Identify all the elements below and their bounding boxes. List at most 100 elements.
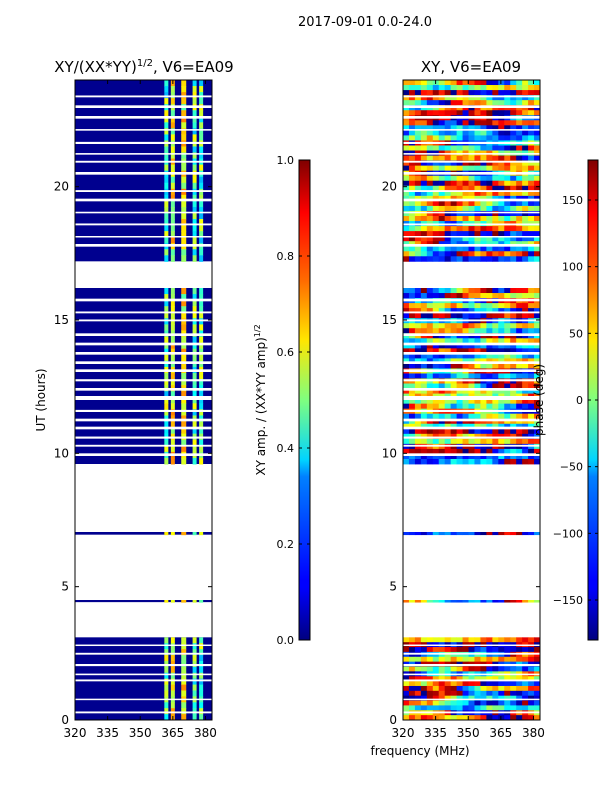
phase-data-cell [522,705,529,711]
phase-data-cell [432,363,440,369]
phase-data-cell [504,413,511,420]
phase-data-cell [474,125,481,131]
phase-data-cell [510,600,517,603]
phase-data-cell [492,532,499,536]
amplitude-channel-cell [199,194,204,202]
phase-data-cell [528,418,535,425]
phase-data-cell [510,205,517,212]
phase-data-cell [486,695,493,701]
phase-data-cell [444,681,452,687]
phase-data-cell [480,125,487,131]
phase-data-cell [468,448,475,455]
phase-data-cell [522,348,529,354]
phase-data-cell [492,328,499,334]
phase-data-cell [504,231,511,237]
amplitude-channel-cell [164,445,169,453]
phase-data-cell [438,200,446,207]
amplitude-channel-cell [199,86,204,93]
phase-data-cell [522,685,529,692]
phase-data-cell [438,438,446,445]
phase-data-cell [534,216,540,222]
amplitude-channel-cell [181,532,187,536]
phase-data-cell [534,690,540,697]
phase-data-cell [492,700,499,706]
phase-data-cell [456,100,463,106]
phase-data-cell [432,175,440,182]
phase-data-cell [474,231,481,237]
phase-data-cell [403,403,410,410]
phase-data-cell [444,288,452,294]
phase-data-cell [432,383,440,389]
phase-data-cell [474,705,481,711]
phase-data-cell [492,200,499,207]
amplitude-channel-cell [192,164,197,172]
phase-data-cell [456,358,463,364]
phase-data-cell [462,413,469,420]
phase-data-cell [444,85,452,91]
phase-data-cell [486,125,493,131]
phase-data-cell [438,110,446,116]
phase-data-cell [486,241,493,247]
phase-data-cell [468,388,475,394]
amplitude-channel-cell [192,212,197,220]
phase-data-cell [486,448,493,455]
phase-flagged-row [403,129,540,131]
phase-data-cell [504,363,511,369]
phase-data-cell [492,647,499,653]
phase-data-cell [456,418,463,425]
phase-data-cell [522,428,529,435]
phase-flagged-row [403,244,540,247]
phase-data-cell [438,532,446,536]
phase-data-cell [408,165,416,172]
phase-data-cell [492,690,499,697]
phase-data-cell [414,200,422,207]
phase-data-cell [444,95,452,101]
amplitude-flagged-row [75,644,212,647]
phase-data-cell [420,637,428,643]
amplitude-channel-cell [170,637,175,644]
phase-data-cell [403,656,410,663]
phase-data-cell [492,205,499,212]
phase-data-cell [480,210,487,217]
amplitude-channel-cell [192,342,197,350]
phase-data-cell [450,251,458,257]
phase-colorbar-tick-label: −50 [560,461,583,474]
phase-data-cell [456,85,463,91]
phase-flagged-row [403,223,540,226]
phase-data-cell [450,160,458,167]
amplitude-channel-cell [199,690,204,697]
phase-data-cell [456,448,463,455]
phase-data-cell [462,303,469,309]
phase-data-cell [414,348,422,354]
amplitude-title-exponent: 1/2 [137,58,153,69]
amplitude-channel-cell [181,237,187,244]
phase-data-cell [408,338,416,344]
amplitude-channel-cell [199,702,204,709]
phase-data-cell [438,256,446,262]
amplitude-channel-cell [192,312,197,319]
phase-data-cell [444,210,452,217]
phase-data-cell [498,216,505,222]
phase-data-cell [438,388,446,394]
amplitude-channel-cell [192,532,197,536]
phase-data-cell [516,175,523,182]
phase-data-cell [403,438,410,445]
phase-data-cell [522,676,529,682]
phase-data-cell [474,373,481,379]
phase-data-cell [528,388,535,394]
phase-data-cell [516,656,523,663]
phase-data-cell [420,288,428,294]
phase-data-cell [456,423,463,430]
phase-data-cell [426,210,434,217]
amplitude-channel-cell [164,666,169,674]
phase-data-cell [522,388,529,394]
phase-data-cell [444,413,452,420]
phase-data-cell [516,200,523,207]
phase-data-cell [450,175,458,182]
amplitude-channel-cell [170,672,175,680]
amplitude-flagged-row [75,379,212,382]
amplitude-channel-cell [170,188,175,196]
phase-data-cell [462,251,469,257]
phase-data-cell [420,125,428,131]
phase-data-cell [480,328,487,334]
